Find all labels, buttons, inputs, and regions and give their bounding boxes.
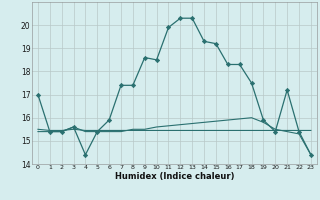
X-axis label: Humidex (Indice chaleur): Humidex (Indice chaleur) [115, 172, 234, 181]
